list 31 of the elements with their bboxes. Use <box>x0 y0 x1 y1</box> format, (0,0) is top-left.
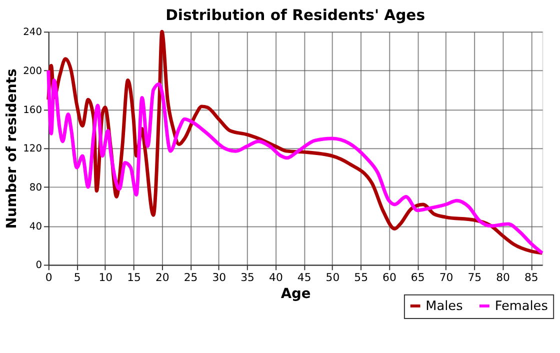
chart-title: Distribution of Residents' Ages <box>166 6 426 24</box>
y-axis-title: Number of residents <box>4 68 20 229</box>
x-tick-label: 30 <box>212 271 226 284</box>
line-series <box>46 68 544 255</box>
x-tick-label: 80 <box>496 271 510 284</box>
x-tick-label: 35 <box>240 271 254 284</box>
x-tick-label: 15 <box>127 271 141 284</box>
y-tick-label: 80 <box>29 182 42 194</box>
x-tick-label: 85 <box>524 271 538 284</box>
y-tick-label: 240 <box>23 27 42 38</box>
legend-label: Males <box>426 298 464 314</box>
x-tick-label: 65 <box>410 271 425 284</box>
y-tick-label: 0 <box>36 260 42 272</box>
x-tick-label: 45 <box>297 271 312 284</box>
x-tick-label: 70 <box>439 271 454 284</box>
x-axis-title: Age <box>280 286 311 302</box>
y-tick-label: 120 <box>23 144 42 155</box>
x-tick-label: 40 <box>269 271 283 284</box>
x-tick-label: 55 <box>354 271 368 284</box>
x-tick-label: 20 <box>156 271 170 284</box>
legend-label: Females <box>494 298 548 314</box>
y-tick-label: 40 <box>29 221 42 232</box>
x-tick-label: 10 <box>98 271 113 284</box>
x-tick-label: 5 <box>74 271 81 284</box>
x-tick-label: 60 <box>382 271 396 284</box>
x-tick-label: 25 <box>184 271 198 284</box>
x-tick-label: 50 <box>326 271 340 284</box>
y-tick-label: 160 <box>23 104 42 116</box>
x-tick-label: 0 <box>45 271 52 284</box>
x-tick-label: 75 <box>468 271 482 284</box>
y-tick-label: 200 <box>23 66 42 77</box>
